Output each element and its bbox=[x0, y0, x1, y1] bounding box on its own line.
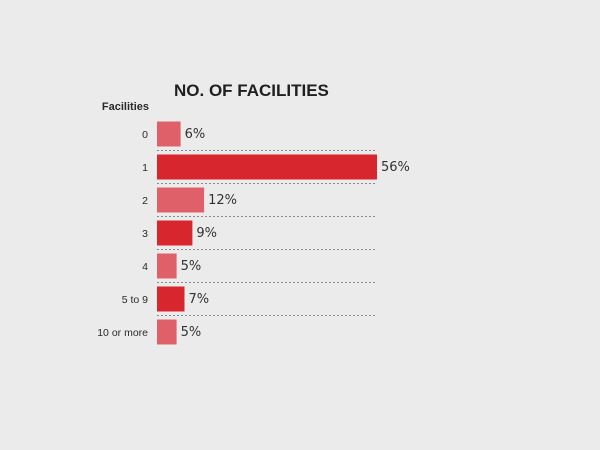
category-labels-group: 0 1 2 3 4 5 to 9 10 or more bbox=[97, 129, 148, 339]
value-label: 7% bbox=[189, 292, 210, 307]
bar-0 bbox=[157, 121, 181, 147]
category-label: 3 bbox=[142, 228, 148, 240]
bar-3 bbox=[157, 220, 193, 246]
value-label: 9% bbox=[196, 226, 217, 241]
bar-2 bbox=[157, 187, 205, 213]
bar-4 bbox=[157, 253, 177, 279]
category-label: 0 bbox=[142, 129, 148, 141]
value-label: 5% bbox=[181, 259, 202, 274]
value-labels-group: 6% 56% 12% 9% 5% 7% 5% bbox=[181, 127, 410, 340]
bars-group bbox=[157, 121, 377, 345]
row-separators bbox=[157, 150, 376, 316]
value-label: 12% bbox=[208, 193, 237, 208]
category-label: 1 bbox=[142, 162, 148, 174]
category-label: 4 bbox=[142, 261, 148, 273]
bar-1 bbox=[157, 154, 377, 180]
chart-title: NO. OF FACILITIES bbox=[174, 81, 329, 100]
bar-10-or-more bbox=[157, 319, 177, 345]
y-axis-heading: Facilities bbox=[102, 101, 149, 113]
value-label: 5% bbox=[181, 325, 202, 340]
category-label: 2 bbox=[142, 195, 148, 207]
value-label: 56% bbox=[381, 160, 410, 175]
value-label: 6% bbox=[185, 127, 206, 142]
bar-5-to-9 bbox=[157, 286, 185, 312]
category-label: 10 or more bbox=[97, 327, 148, 339]
category-label: 5 to 9 bbox=[122, 294, 148, 306]
